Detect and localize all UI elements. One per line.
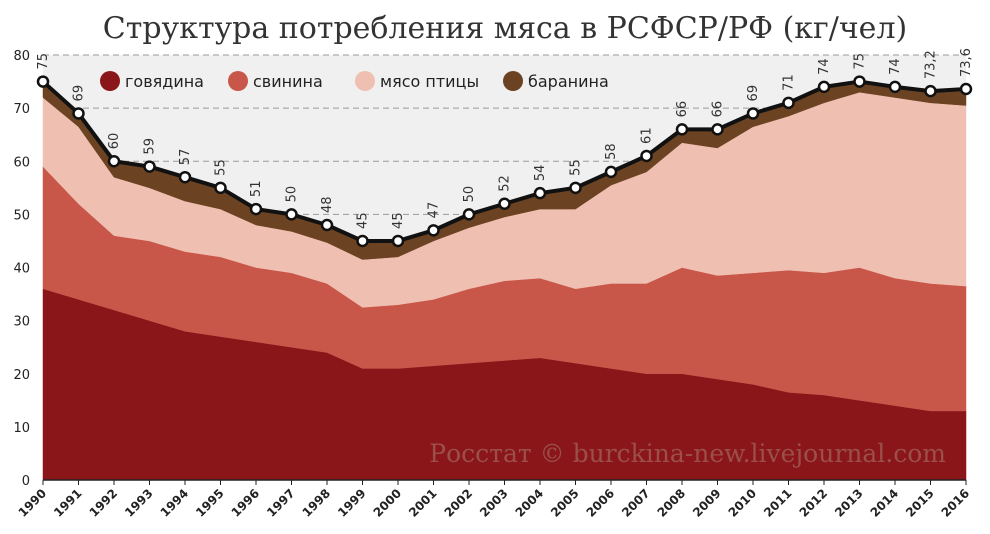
total-data-label: 73,2 <box>924 50 939 79</box>
y-tick-label: 40 <box>13 262 30 277</box>
total-data-label: 59 <box>143 138 158 155</box>
total-point <box>498 197 511 210</box>
total-point <box>817 80 831 94</box>
total-data-label: 66 <box>675 101 690 118</box>
total-point <box>604 165 618 179</box>
total-point <box>924 84 937 98</box>
total-point <box>72 107 85 120</box>
legend: говядина свинина мясо птицы баранина <box>100 71 609 91</box>
total-line: 75 69 60 59 57 55 51 50 48 45 45 47 50 52 54 55 58 61 66 66… <box>36 48 974 248</box>
legend-label: баранина <box>528 72 609 91</box>
total-data-label: 69 <box>746 85 761 102</box>
total-data-label: 71 <box>782 74 797 91</box>
total-point <box>249 202 263 216</box>
total-data-label: 73,6 <box>959 48 974 77</box>
total-data-label: 58 <box>604 143 619 160</box>
total-data-label: 57 <box>178 149 193 166</box>
total-data-label: 60 <box>107 133 122 150</box>
total-data-label: 45 <box>356 212 371 229</box>
total-point <box>675 123 689 136</box>
y-tick-label: 10 <box>13 421 30 436</box>
watermark-text: Росстат © burckina-new.livejournal.com <box>429 439 946 468</box>
total-point <box>320 218 334 232</box>
chart-title: Структура потребления мяса в РСФСР/РФ (к… <box>103 11 907 46</box>
y-tick-label: 50 <box>13 208 30 223</box>
total-data-label: 45 <box>391 212 406 229</box>
legend-marker <box>503 71 523 91</box>
total-point <box>36 75 50 88</box>
y-tick-label: 30 <box>13 315 30 330</box>
total-data-label: 75 <box>36 53 51 70</box>
legend-marker <box>100 71 120 91</box>
total-point <box>959 82 973 96</box>
total-data-label: 75 <box>853 53 868 70</box>
legend-marker <box>228 71 248 91</box>
total-point <box>427 224 440 237</box>
total-point <box>853 75 866 88</box>
y-axis: 0 10 20 30 40 50 60 70 80 <box>13 49 30 489</box>
y-tick-label: 70 <box>13 102 30 117</box>
total-data-label: 55 <box>569 159 584 176</box>
total-data-label: 74 <box>817 58 832 75</box>
total-point <box>143 160 156 173</box>
total-data-label: 69 <box>72 85 87 102</box>
y-tick-label: 0 <box>22 474 30 489</box>
total-data-label: 47 <box>427 202 442 219</box>
total-data-label: 48 <box>320 196 335 213</box>
total-data-label: 50 <box>285 186 300 203</box>
total-point <box>214 181 227 195</box>
y-tick-label: 20 <box>13 368 30 383</box>
total-data-label: 66 <box>711 101 726 118</box>
total-point <box>640 149 653 163</box>
y-tick-label: 60 <box>13 155 30 170</box>
total-data-label: 54 <box>533 165 548 182</box>
total-point <box>462 208 476 221</box>
total-data-label: 50 <box>462 186 477 203</box>
total-point <box>888 80 902 94</box>
total-point <box>391 234 405 248</box>
legend-label: мясо птицы <box>380 72 479 91</box>
total-point <box>782 96 795 110</box>
total-point <box>711 123 724 136</box>
total-point <box>356 234 369 248</box>
total-point <box>533 186 547 200</box>
total-point <box>285 208 298 221</box>
y-tick-label: 80 <box>13 49 30 64</box>
total-data-label: 52 <box>498 175 513 192</box>
legend-label: свинина <box>253 72 323 91</box>
total-data-label: 51 <box>249 181 264 198</box>
total-data-label: 74 <box>888 58 903 75</box>
total-point <box>746 107 760 120</box>
legend-label: говядина <box>125 72 204 91</box>
total-point <box>178 170 192 184</box>
legend-marker <box>355 71 375 91</box>
total-data-label: 55 <box>214 159 229 176</box>
total-point <box>107 155 121 168</box>
total-data-label: 61 <box>640 127 655 144</box>
area-series <box>42 81 967 481</box>
total-point <box>569 181 582 195</box>
